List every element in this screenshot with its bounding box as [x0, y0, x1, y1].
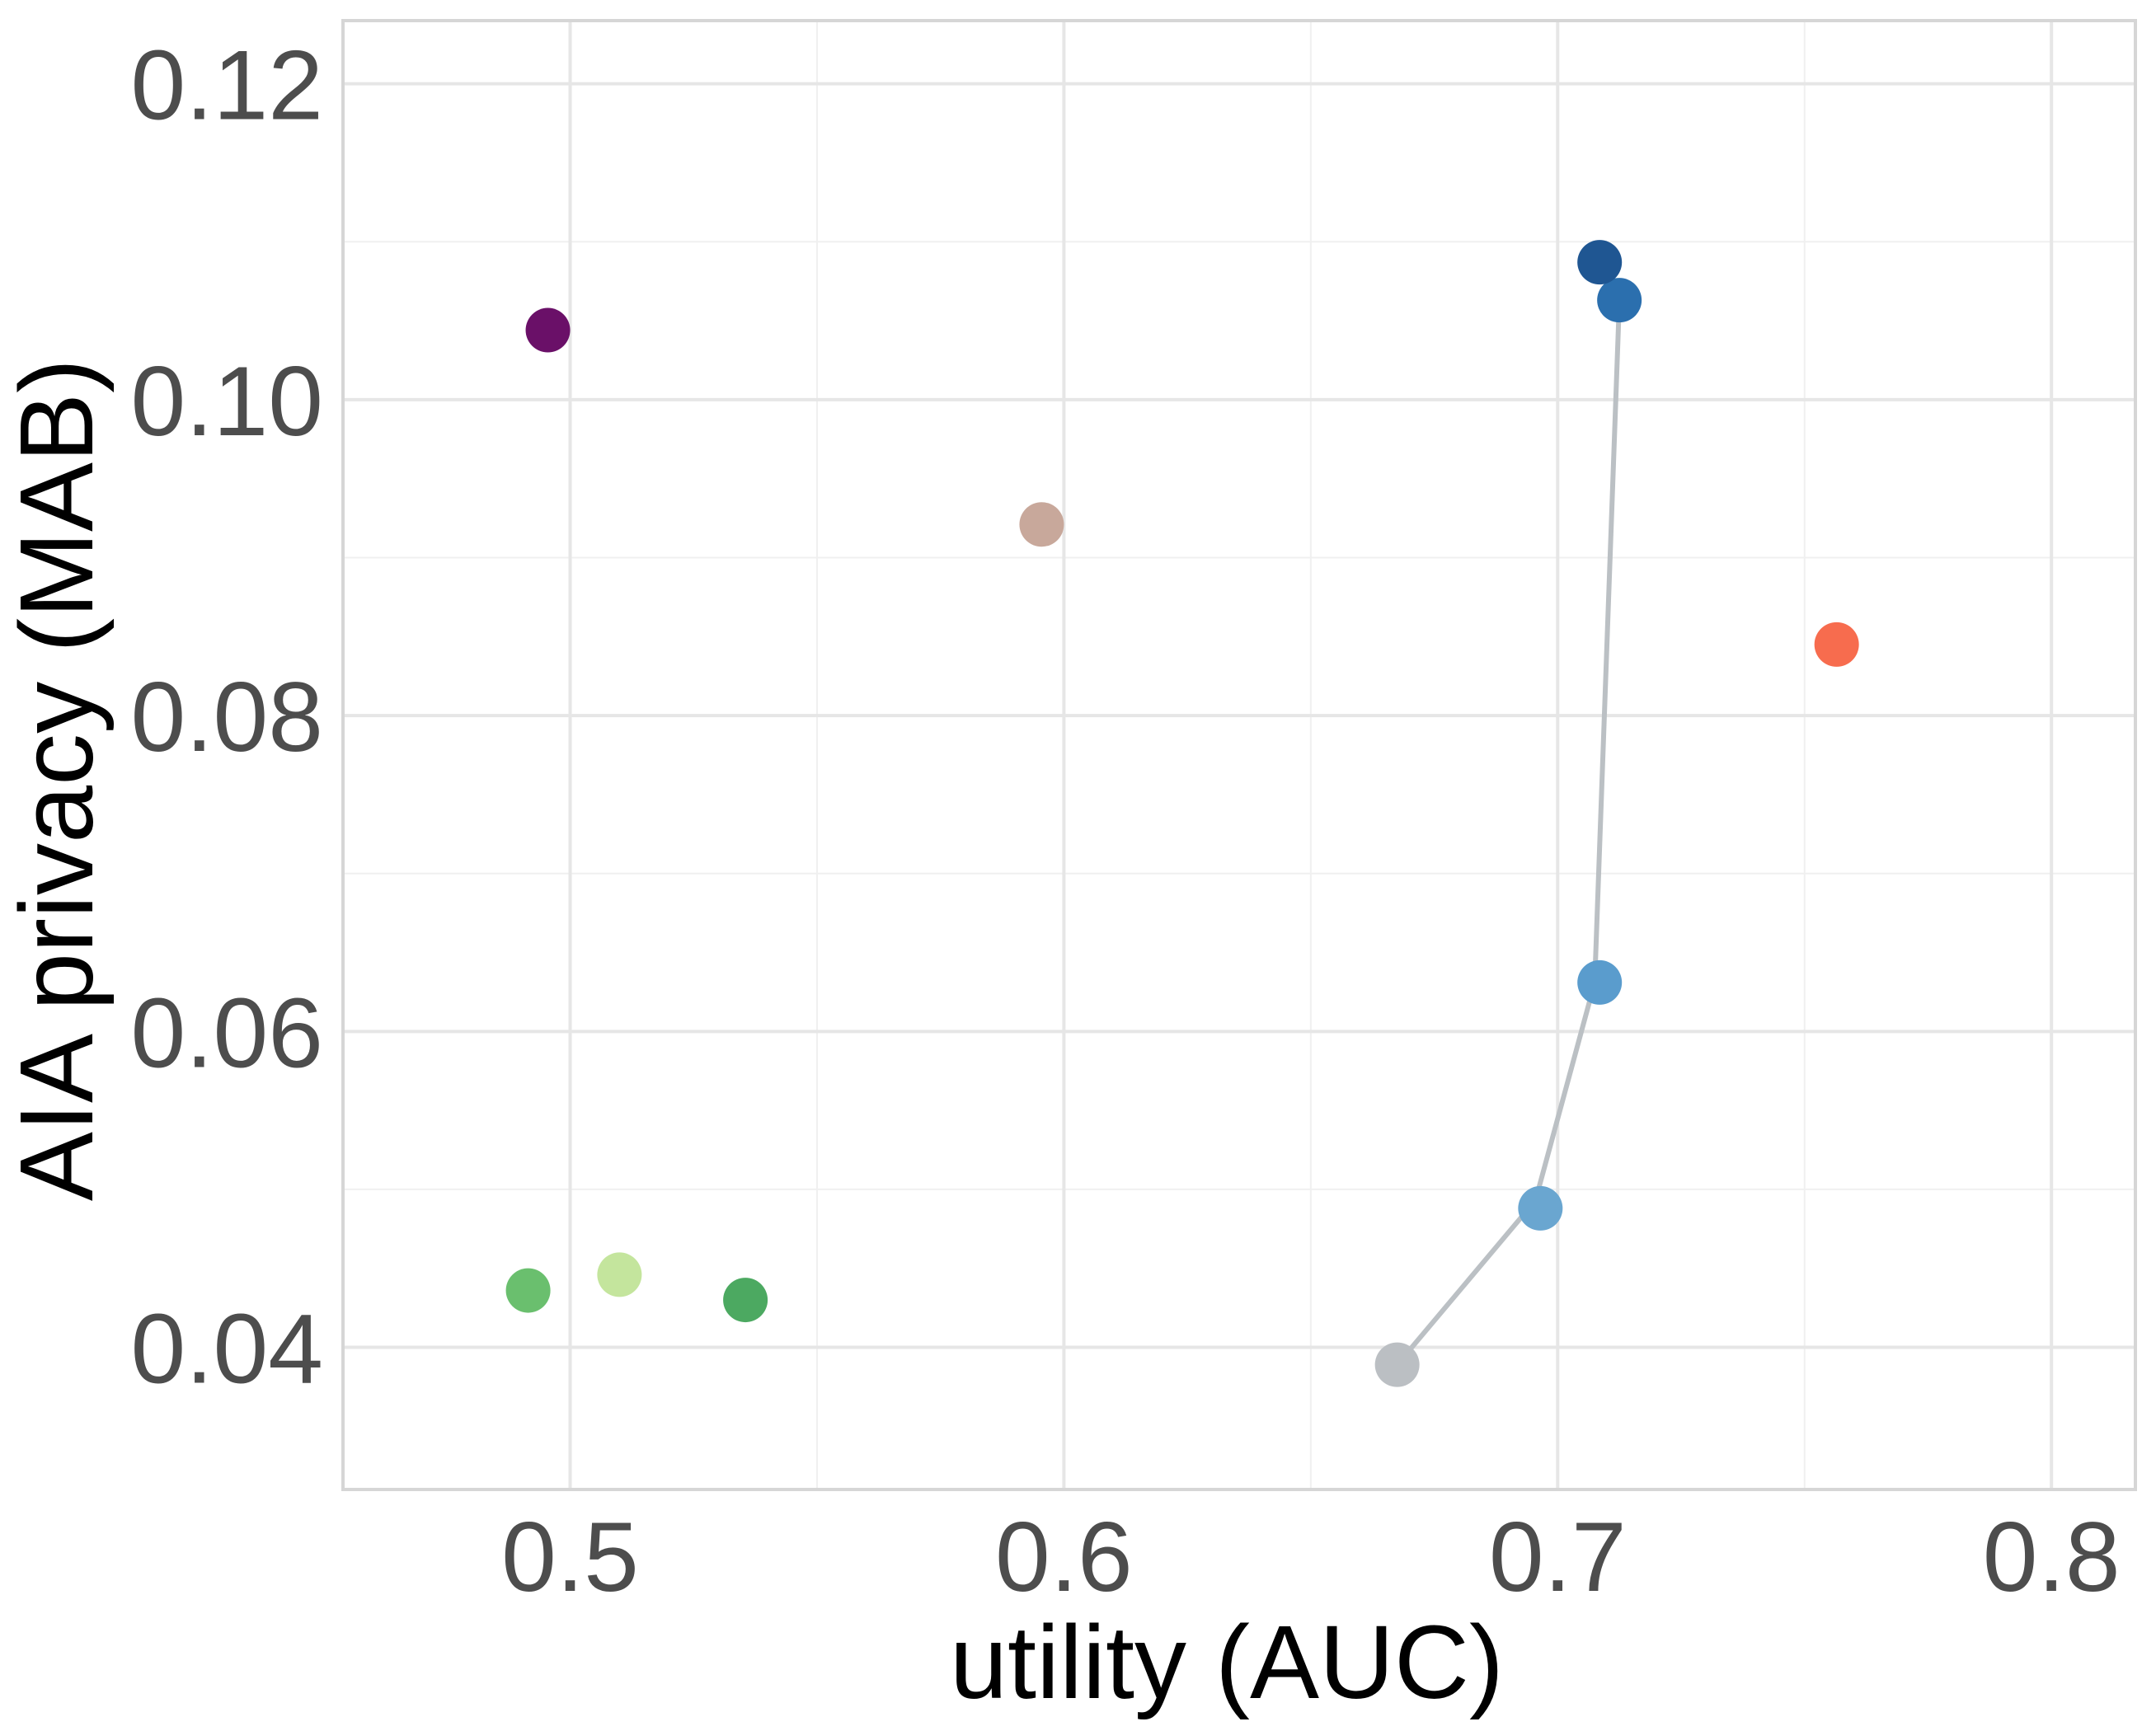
data-points	[505, 240, 1859, 1387]
data-point	[597, 1252, 642, 1297]
data-point	[1577, 240, 1623, 285]
data-point	[1597, 278, 1642, 323]
data-point	[1374, 1342, 1420, 1387]
data-point	[1019, 502, 1064, 547]
x-tick-label: 0.8	[1983, 1502, 2121, 1612]
y-tick-label: 0.04	[130, 1294, 323, 1405]
data-point	[1814, 622, 1859, 667]
x-axis-tick-labels: 0.5 0.6 0.7 0.8	[501, 1502, 2121, 1612]
y-tick-label: 0.06	[130, 978, 323, 1088]
minor-gridlines	[343, 21, 2135, 1489]
x-tick-label: 0.5	[501, 1502, 639, 1612]
x-axis-title: utility (AUC)	[950, 1604, 1504, 1720]
y-tick-label: 0.10	[130, 346, 323, 457]
y-tick-label: 0.12	[130, 30, 323, 141]
major-gridlines	[343, 21, 2135, 1489]
y-axis-tick-labels: 0.04 0.06 0.08 0.10 0.12	[130, 30, 323, 1405]
x-tick-label: 0.7	[1489, 1502, 1627, 1612]
y-tick-label: 0.08	[130, 662, 323, 772]
data-point	[525, 307, 571, 353]
data-point	[1518, 1185, 1563, 1231]
data-point	[505, 1268, 551, 1313]
y-axis-title: AIA privacy (MAB)	[0, 359, 115, 1201]
data-point	[723, 1278, 768, 1323]
x-tick-label: 0.6	[995, 1502, 1133, 1612]
data-point	[1577, 959, 1623, 1005]
plot-border	[341, 19, 2137, 1491]
